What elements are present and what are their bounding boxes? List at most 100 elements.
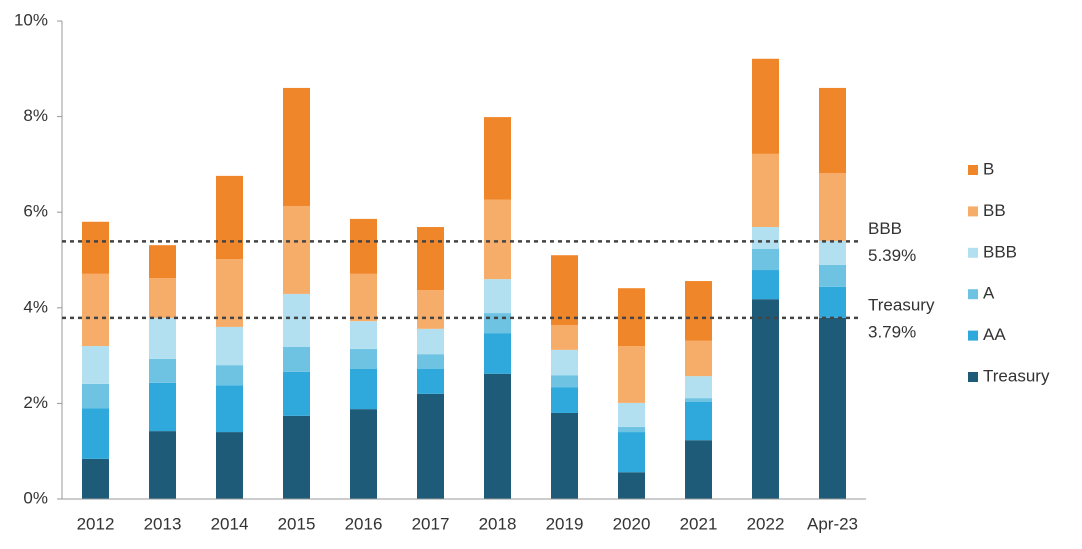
x-tick-label: 2020 xyxy=(613,514,651,533)
bar-segment xyxy=(618,426,645,433)
bar-segment xyxy=(216,175,243,260)
bar-segment xyxy=(685,401,712,441)
bar-segment xyxy=(484,313,511,334)
reference-value: 5.39% xyxy=(868,246,916,265)
bar-segment xyxy=(149,278,176,318)
bar-segment xyxy=(350,368,377,410)
legend-label: BB xyxy=(983,201,1006,220)
legend-label: A xyxy=(983,284,995,303)
bar-segment xyxy=(551,375,578,388)
bar-segment xyxy=(82,383,109,409)
bar-segment xyxy=(752,153,779,228)
bar-segment xyxy=(685,398,712,402)
reference-name: Treasury xyxy=(868,295,935,314)
bar-segment xyxy=(417,354,444,369)
bar-segment xyxy=(283,205,310,294)
legend-label: B xyxy=(983,159,994,178)
bar-segment xyxy=(283,371,310,416)
bar-segment xyxy=(819,240,846,265)
legend-swatch xyxy=(968,330,978,341)
bar-segment xyxy=(350,273,377,322)
bar-segment xyxy=(149,382,176,432)
bar-segment xyxy=(819,286,846,318)
legend-swatch xyxy=(968,165,978,175)
bar-segment xyxy=(484,279,511,314)
bar-segment xyxy=(819,264,846,287)
bar-segment xyxy=(484,333,511,374)
bar-segment xyxy=(618,402,645,427)
bar-segment xyxy=(149,317,176,359)
bar-segment xyxy=(350,348,377,369)
bar-segment xyxy=(551,349,578,376)
bar-segment xyxy=(819,173,846,241)
bar-segment xyxy=(216,432,243,499)
bar-segment xyxy=(350,218,377,274)
bar-segment xyxy=(484,373,511,499)
bar-segment xyxy=(82,221,109,274)
bar-segment xyxy=(819,87,846,174)
x-tick-label: 2022 xyxy=(747,514,785,533)
bar-segment xyxy=(417,368,444,394)
legend-swatch xyxy=(968,372,978,382)
bar-segment xyxy=(417,328,444,355)
bar-segment xyxy=(819,317,846,499)
bar-segment xyxy=(484,117,511,200)
bar-segment xyxy=(618,472,645,499)
bar-segment xyxy=(283,293,310,347)
bar-segment xyxy=(551,412,578,499)
x-tick-label: 2012 xyxy=(77,514,115,533)
x-tick-label: 2021 xyxy=(680,514,718,533)
bar-segment xyxy=(618,432,645,473)
x-tick-label: 2014 xyxy=(211,514,249,533)
y-tick-label: 8% xyxy=(23,106,48,125)
legend-swatch xyxy=(968,247,978,258)
bar-segment xyxy=(283,415,310,499)
x-tick-label: 2015 xyxy=(278,514,316,533)
x-tick-label: Apr-23 xyxy=(807,514,858,533)
bar-segment xyxy=(149,245,176,279)
bar-segment xyxy=(551,255,578,326)
bar-segment xyxy=(283,346,310,372)
x-tick-label: 2016 xyxy=(345,514,383,533)
y-tick-label: 2% xyxy=(23,393,48,412)
y-tick-label: 4% xyxy=(23,297,48,316)
bar-segment xyxy=(618,346,645,403)
bar-segment xyxy=(685,440,712,499)
y-tick-label: 10% xyxy=(14,10,48,29)
x-tick-label: 2018 xyxy=(479,514,517,533)
bar-segment xyxy=(417,227,444,291)
bar-segment xyxy=(216,259,243,327)
bar-segment xyxy=(752,58,779,154)
bar-segment xyxy=(752,299,779,499)
bar-segment xyxy=(82,273,109,347)
reference-name: BBB xyxy=(868,219,902,238)
bar-segment xyxy=(82,408,109,459)
bar-segment xyxy=(484,199,511,280)
x-tick-label: 2017 xyxy=(412,514,450,533)
bar-segment xyxy=(350,409,377,499)
bar-segment xyxy=(685,340,712,377)
legend-swatch xyxy=(968,206,978,217)
bar-segment xyxy=(350,321,377,349)
bar-segment xyxy=(752,270,779,300)
x-tick-label: 2019 xyxy=(546,514,584,533)
bar-segment xyxy=(216,365,243,386)
bar-segment xyxy=(685,376,712,399)
bar-segment xyxy=(551,387,578,413)
reference-value: 3.79% xyxy=(868,322,916,341)
bar-segment xyxy=(417,393,444,499)
bar-segment xyxy=(82,346,109,384)
legend-label: Treasury xyxy=(983,366,1050,385)
bar-segment xyxy=(283,87,310,206)
bar-segment xyxy=(216,385,243,433)
bar-segment xyxy=(752,227,779,250)
bar-segment xyxy=(551,325,578,350)
x-tick-label: 2013 xyxy=(144,514,182,533)
legend-swatch xyxy=(968,289,978,300)
bar-segment xyxy=(82,458,109,499)
bar-segment xyxy=(685,281,712,341)
bar-segment xyxy=(752,249,779,271)
bar-segment xyxy=(216,326,243,366)
bar-segment xyxy=(149,431,176,499)
